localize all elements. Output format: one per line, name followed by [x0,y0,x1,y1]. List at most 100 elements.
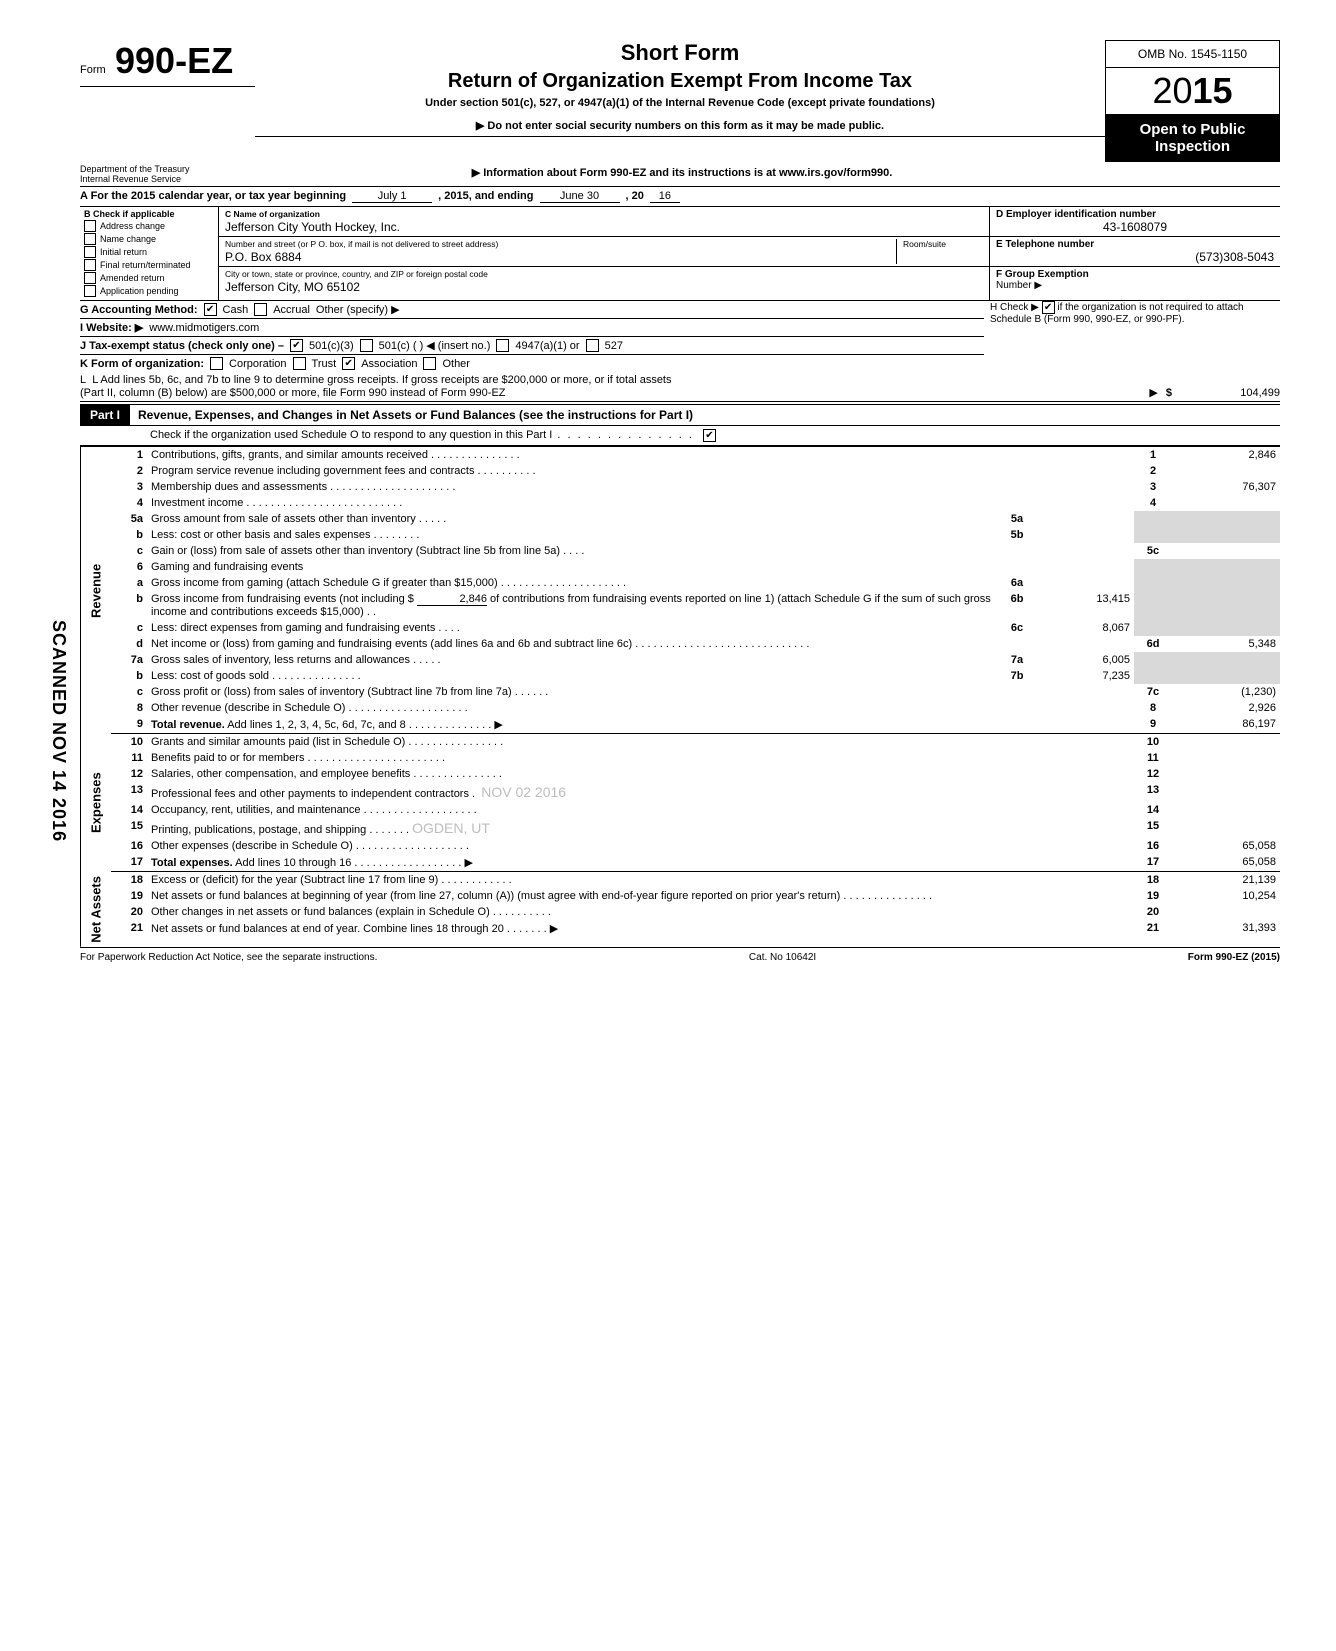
org-po-box[interactable]: P.O. Box 6884 [225,250,896,264]
line-value[interactable]: 10,254 [1172,888,1280,904]
line-value[interactable]: (1,230) [1172,684,1280,700]
line-desc: Benefits paid to or for members [151,752,304,764]
shaded-cell [1134,652,1172,668]
omb-box: OMB No. 1545-1150 [1105,40,1280,68]
chk-initial-return[interactable]: Initial return [84,246,214,258]
chk-assoc[interactable]: ✔ [342,357,355,370]
line-num: b [111,527,147,543]
chk-application-pending[interactable]: Application pending [84,285,214,297]
line-midval[interactable]: 6,005 [1036,652,1134,668]
shaded-cell [1172,575,1280,591]
line-13: 13 Professional fees and other payments … [111,782,1280,802]
line-5c: c Gain or (loss) from sale of assets oth… [111,543,1280,559]
chk-address-change[interactable]: Address change [84,220,214,232]
line-value[interactable]: 2,846 [1172,447,1280,463]
shaded-cell [1172,652,1280,668]
k-assoc: Association [361,358,417,370]
line-14: 14 Occupancy, rent, utilities, and maint… [111,802,1280,818]
line-midval[interactable]: 8,067 [1036,620,1134,636]
part1-sub: Check if the organization used Schedule … [80,426,1280,446]
line-desc: Printing, publications, postage, and shi… [151,824,366,836]
ein-value[interactable]: 43-1608079 [996,220,1274,234]
form-prefix: Form [80,64,106,76]
line-value[interactable]: 76,307 [1172,479,1280,495]
shaded-cell [1134,591,1172,620]
line-rnum: 8 [1134,700,1172,716]
line-value[interactable] [1172,734,1280,750]
chk-corp[interactable] [210,357,223,370]
line-num: 21 [111,920,147,937]
line-value[interactable] [1172,463,1280,479]
line-value[interactable]: 21,139 [1172,872,1280,888]
gross-receipts-value[interactable]: 104,499 [1180,387,1280,399]
line-value[interactable]: 5,348 [1172,636,1280,652]
row-a-tail: , 20 [626,190,644,202]
line-num: 12 [111,766,147,782]
chk-501c[interactable] [360,339,373,352]
line-value[interactable] [1172,904,1280,920]
line-midval[interactable] [1036,527,1134,543]
meta-block: G Accounting Method: ✔Cash Accrual Other… [80,301,1280,372]
line-7a: 7a Gross sales of inventory, less return… [111,652,1280,668]
shaded-cell [1172,559,1280,575]
chk-527[interactable] [586,339,599,352]
org-city-value[interactable]: Jefferson City, MO 65102 [225,280,983,294]
website-value[interactable]: www.midmotigers.com [149,322,259,334]
chk-label: Amended return [100,273,165,283]
line-value[interactable] [1172,750,1280,766]
tax-year-end[interactable]: June 30 [540,190,620,203]
revenue-tab: Revenue [80,447,111,734]
chk-amended-return[interactable]: Amended return [84,272,214,284]
column-c: C Name of organization Jefferson City Yo… [219,207,990,300]
chk-trust[interactable] [293,357,306,370]
tax-year-begin[interactable]: July 1 [352,190,432,203]
j-4947: 4947(a)(1) or [515,340,579,352]
line-desc: Salaries, other compensation, and employ… [151,768,410,780]
chk-501c3[interactable]: ✔ [290,339,303,352]
line-midval[interactable] [1036,575,1134,591]
row-k: K Form of organization: Corporation Trus… [80,355,984,372]
line-midval[interactable] [1036,511,1134,527]
line-desc: Other changes in net assets or fund bala… [151,906,490,918]
tax-year-yy[interactable]: 16 [650,190,680,203]
line-value[interactable]: 2,926 [1172,700,1280,716]
chk-accrual[interactable] [254,303,267,316]
line-desc: Occupancy, rent, utilities, and maintena… [151,804,361,816]
line-midval[interactable]: 13,415 [1036,591,1134,620]
line-value[interactable] [1172,543,1280,559]
line-value[interactable]: 86,197 [1172,716,1280,734]
line-value[interactable] [1172,818,1280,838]
form-number: 990-EZ [115,40,233,81]
chk-4947[interactable] [496,339,509,352]
line-value[interactable] [1172,802,1280,818]
line-value[interactable]: 65,058 [1172,838,1280,854]
chk-cash[interactable]: ✔ [204,303,217,316]
row-a: A For the 2015 calendar year, or tax yea… [80,187,1280,207]
line-num: 5a [111,511,147,527]
line-value[interactable]: 65,058 [1172,854,1280,872]
line-value[interactable] [1172,766,1280,782]
line-midval[interactable]: 7,235 [1036,668,1134,684]
line-value[interactable] [1172,495,1280,511]
group-ex-sub: Number ▶ [996,280,1042,291]
chk-other[interactable] [423,357,436,370]
org-name-value[interactable]: Jefferson City Youth Hockey, Inc. [225,220,983,234]
line-value[interactable]: 31,393 [1172,920,1280,937]
chk-schedule-b[interactable]: ✔ [1042,301,1055,314]
footer-mid: Cat. No 10642I [749,952,816,963]
k-trust: Trust [312,358,337,370]
phone-value[interactable]: (573)308-5043 [996,250,1274,264]
arrow-icon: ▶ [550,923,558,935]
chk-final-return[interactable]: Final return/terminated [84,259,214,271]
shaded-cell [1172,511,1280,527]
line-value[interactable] [1172,782,1280,802]
chk-schedule-o[interactable]: ✔ [703,429,716,442]
line-15: 15 Printing, publications, postage, and … [111,818,1280,838]
line-desc: Less: cost of goods sold [151,670,269,682]
form-page: Form 990-EZ Short Form Return of Organiz… [80,40,1280,963]
line-rnum: 18 [1134,872,1172,888]
revenue-lines: 1 Contributions, gifts, grants, and simi… [111,447,1280,734]
chk-name-change[interactable]: Name change [84,233,214,245]
line-num: 3 [111,479,147,495]
contributions-inline[interactable]: 2,846 [417,593,487,606]
